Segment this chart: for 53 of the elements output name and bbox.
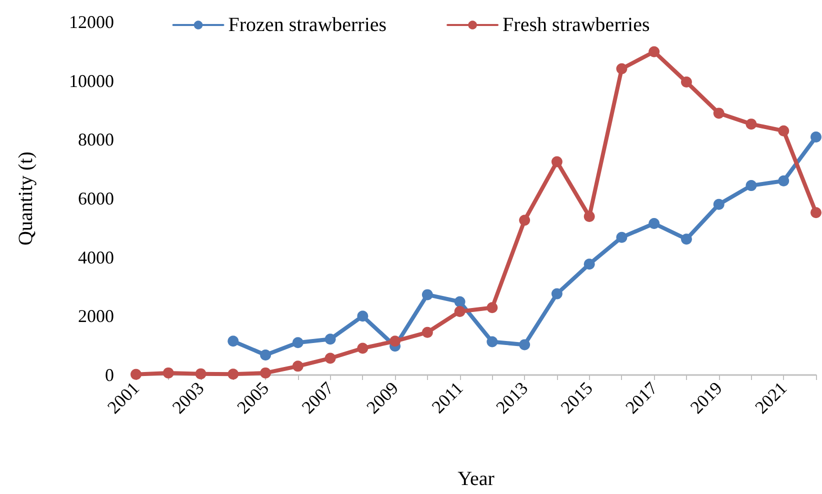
point [778,125,790,136]
point [551,156,562,168]
point [713,198,724,210]
y-axis-title: Quantity (t) [15,152,37,246]
point [195,368,206,380]
x-axis-title: Year [458,468,495,490]
point [519,339,530,350]
point [486,336,498,348]
point [713,108,724,119]
point [454,306,466,317]
y-tick-label: 8000 [78,130,114,150]
point [357,342,368,354]
x-tick-label: 2021 [751,378,791,418]
point [616,63,628,74]
point [584,210,595,222]
point [292,337,304,348]
point [616,232,628,243]
point [324,334,336,345]
point [778,175,790,186]
point [680,76,692,88]
point [228,336,239,347]
y-tick-label: 4000 [78,247,114,268]
point [810,207,822,218]
point [422,289,433,300]
point [486,302,498,314]
x-tick-label: 2011 [428,378,467,418]
point [130,368,142,380]
point [162,367,174,378]
point [228,368,239,380]
point [648,46,660,58]
y-tick-label: 10000 [69,70,114,91]
point [324,352,336,364]
point [810,132,822,143]
point [454,296,466,308]
point [260,367,272,378]
point [680,234,692,245]
point [584,258,595,270]
point [390,336,401,347]
legend-label: Frozen strawberries [228,14,387,36]
point [519,214,530,226]
point [746,118,757,130]
point [422,326,433,338]
point [357,310,368,322]
legend-label: Fresh strawberries [502,14,650,36]
y-tick-label: 0 [105,365,114,385]
y-tick-label: 6000 [78,188,114,208]
point [260,350,272,360]
y-tick-label: 12000 [69,12,114,32]
point [551,288,562,300]
y-tick-label: 2000 [78,306,114,326]
point [292,360,304,372]
point [746,180,757,192]
point [648,218,660,229]
